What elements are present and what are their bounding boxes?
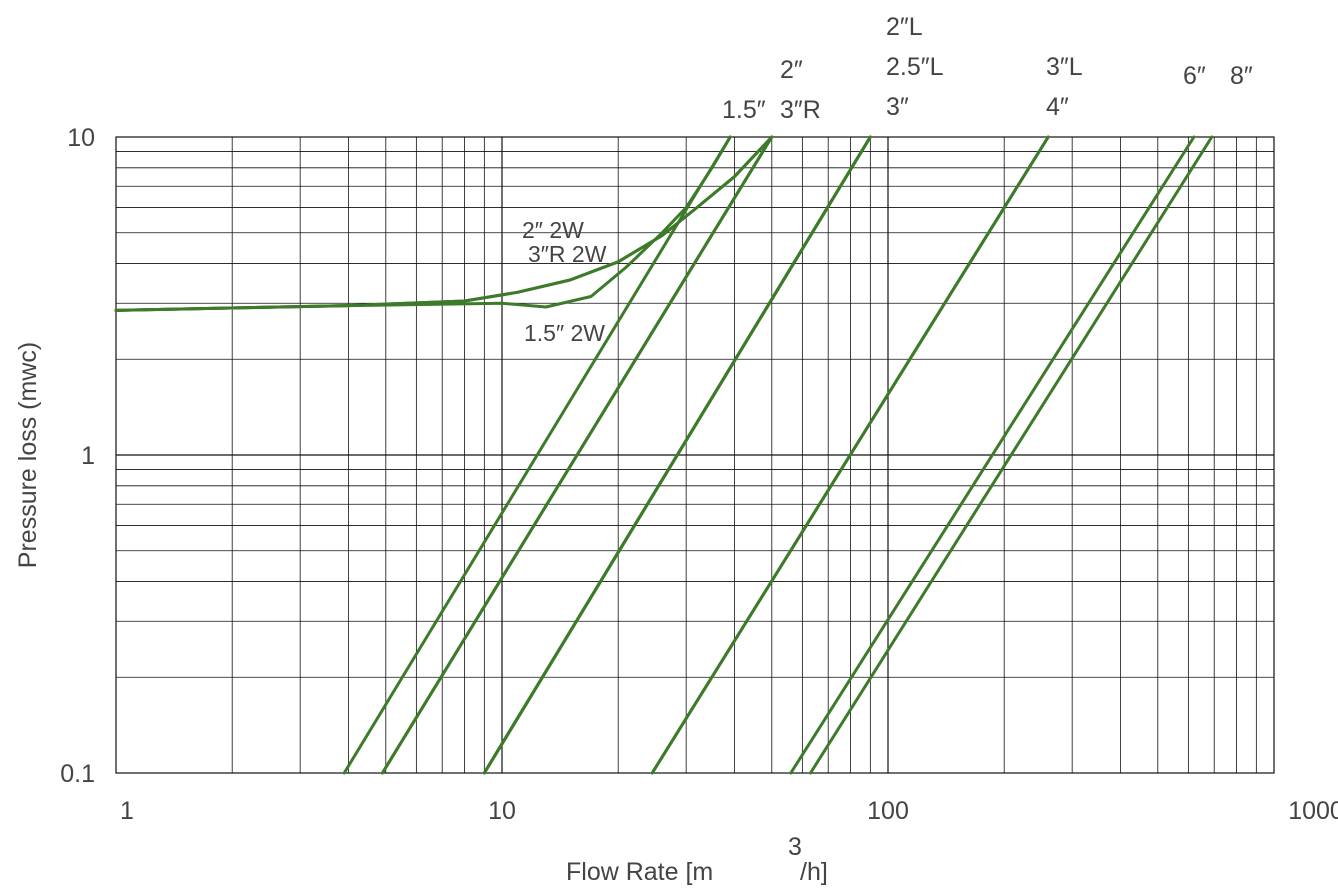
- x-axis-title-superscript: 3: [788, 833, 802, 861]
- y-axis-title: Pressure loss (mwc): [14, 342, 42, 568]
- curve-label: 3″R 2W: [528, 241, 607, 267]
- labels: 1 10 100 1000 0.1 1 10 Flow Rate [m 3/h] Pressure…: [14, 13, 1338, 886]
- y-tick-label: 1: [81, 442, 95, 470]
- line-label: 2″: [780, 56, 803, 84]
- curve-label: 2″ 2W: [522, 217, 584, 243]
- y-tick-label: 10: [67, 124, 95, 152]
- line-label: 3″L: [1046, 53, 1083, 81]
- series-line: [114, 135, 774, 312]
- curve-label: 1.5″ 2W: [524, 320, 605, 346]
- series-line: [342, 135, 732, 775]
- x-tick-label: 1: [120, 797, 134, 825]
- series-line: [114, 135, 774, 312]
- x-tick-label: 1000: [1288, 797, 1338, 825]
- y-tick-label: 0.1: [60, 760, 95, 788]
- series-line: [380, 135, 774, 775]
- series-line: [482, 135, 872, 775]
- series-line: [114, 135, 732, 312]
- line-label: 3″R: [780, 96, 821, 124]
- series-lines: [114, 135, 1214, 775]
- line-label: 3″: [886, 93, 909, 121]
- x-tick-label: 10: [488, 797, 516, 825]
- plot-frame: [115, 136, 1275, 774]
- series-line: [789, 135, 1196, 775]
- line-label: 2.5″L: [886, 53, 944, 81]
- line-label: 2″L: [886, 13, 923, 41]
- x-axis-title-unit: /h]: [800, 858, 828, 886]
- grid: [115, 136, 1275, 774]
- x-tick-label: 100: [867, 797, 909, 825]
- line-label: 8″: [1230, 62, 1253, 90]
- line-label: 6″: [1183, 62, 1206, 90]
- line-label: 4″: [1046, 93, 1069, 121]
- x-axis-title: Flow Rate [m: [566, 858, 713, 886]
- series-line: [650, 135, 1050, 775]
- series-line: [809, 135, 1214, 775]
- line-label: 1.5″: [722, 96, 766, 124]
